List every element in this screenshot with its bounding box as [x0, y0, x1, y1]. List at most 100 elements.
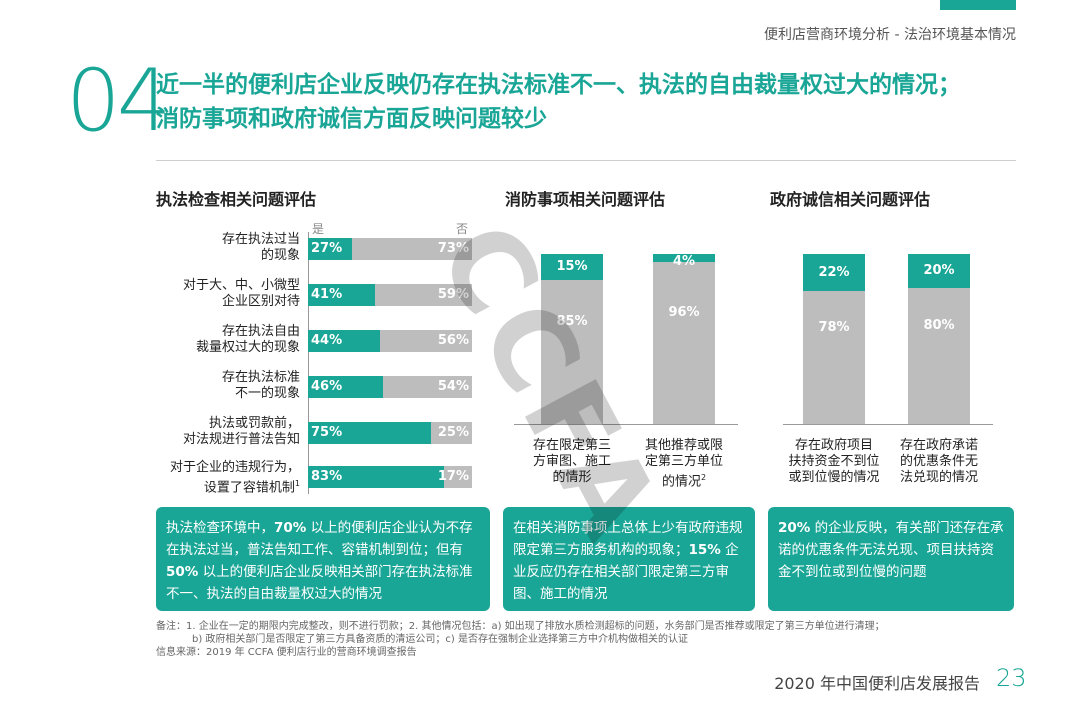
bar-category-line: 法兑现的情况 — [899, 470, 978, 485]
hbar-category-label: 存在执法标准 不一的现象 — [150, 370, 300, 402]
hbar-no-label: 54% — [437, 379, 469, 394]
stacked-bar: 22% 78% — [803, 254, 865, 424]
box2-highlight: 15% — [688, 542, 721, 558]
summary-box-integrity: 20% 的企业反映，有关部门还存在承诺的优惠条件无法兑现、项目扶持资金不到位或到… — [768, 507, 1014, 611]
bar-category-line: 的情形 — [552, 470, 592, 485]
bar-category-line: 的情况2 — [661, 473, 707, 490]
footnotes: 备注：1. 企业在一定的期限内完成整改，则不进行罚款；2. 其他情况包括：a) … — [156, 620, 885, 659]
bar-yes-label: 20% — [923, 263, 955, 278]
bar-yes-segment — [541, 254, 603, 280]
stacked-bar: 20% 80% — [908, 254, 970, 424]
bar-no-label: 80% — [923, 318, 955, 333]
hbar-category-line: 存在执法自由 — [221, 324, 300, 339]
hbar-yes-label: 83% — [311, 469, 343, 484]
hbar-category-label: 对于大、中、小微型 企业区别对待 — [150, 278, 300, 310]
hbar-yes-segment — [308, 422, 431, 444]
hbar-category-label: 执法或罚款前， 对法规进行普法告知 — [150, 416, 300, 448]
bar-category-line: 的优惠条件无 — [899, 454, 978, 469]
section-note: 便利店营商环境分析 - 法治环境基本情况 — [764, 27, 1016, 43]
note-line2: b) 政府相关部门是否限定了第三方具备资质的清运公司；c) 是否存在强制企业选择… — [192, 634, 689, 645]
bar-yes-segment — [908, 254, 970, 288]
hbar-no-label: 73% — [437, 241, 469, 256]
bar-no-label: 85% — [556, 313, 588, 329]
box1-highlight-1: 70% — [274, 520, 307, 536]
hbar-yes-segment — [308, 330, 381, 352]
hbar-category-label: 存在执法过当 的现象 — [150, 232, 300, 264]
box1-highlight-2: 50% — [166, 564, 199, 580]
bar-category-label: 存在政府项目 扶持资金不到位 或到位慢的情况 — [775, 438, 893, 486]
hbar-yes-segment — [308, 466, 445, 488]
page-number: 23 — [996, 664, 1027, 692]
title-divider — [156, 160, 1016, 161]
hbar-row: 存在执法过当 的现象 27% 73% — [150, 232, 472, 264]
stacked-bar: 4% 96% — [653, 254, 715, 424]
hbar-category-line: 裁量权过大的现象 — [195, 340, 300, 355]
hbar-category-line: 对于企业的违规行为， — [169, 460, 300, 475]
chart3-title: 政府诚信相关问题评估 — [770, 190, 931, 209]
hbar-category-line: 对于大、中、小微型 — [182, 278, 300, 293]
bar-no-label: 96% — [668, 305, 700, 320]
bar-no-label: 78% — [818, 319, 850, 335]
box2-text-a: 在相关消防事项上总体上少有政府违规限定第三方服务机构的现象； — [513, 520, 743, 558]
section-number: 04 — [66, 51, 171, 151]
hbar-no-segment: 44% 56% — [308, 330, 472, 352]
box3-highlight: 20% — [778, 520, 811, 536]
hbar-category-line: 不一的现象 — [234, 386, 300, 401]
hbar-row: 对于企业的违规行为， 设置了容错机制1 83% 17% — [150, 460, 472, 495]
bar-yes-segment — [653, 254, 715, 262]
hbar-no-segment: 41% 59% — [308, 284, 472, 306]
summary-box-fire: 在相关消防事项上总体上少有政府违规限定第三方服务机构的现象；15% 企业反应仍存… — [503, 507, 755, 611]
page-title: 近一半的便利店企业反映仍存在执法标准不一、执法的自由裁量权过大的情况； 消防事项… — [156, 68, 1016, 136]
hbar-yes-label: 27% — [311, 241, 343, 256]
hbar-row: 存在执法标准 不一的现象 46% 54% — [150, 370, 472, 402]
hbar-category-line: 设置了容错机制1 — [203, 479, 300, 496]
stacked-bar: 15% 85% — [541, 254, 603, 424]
chart1-title: 执法检查相关问题评估 — [156, 190, 317, 209]
hbar-no-segment: 27% 73% — [308, 238, 472, 260]
hbar-yes-label: 41% — [311, 287, 343, 302]
hbar-category-line: 对法规进行普法告知 — [182, 432, 300, 447]
box3-text-c: 的企业反映，有关部门还存在承诺的优惠条件无法兑现、项目扶持资金不到位或到位慢的问… — [778, 520, 1004, 580]
hbar-yes-segment — [308, 238, 353, 260]
chart1-axis — [308, 232, 309, 494]
source-note: 信息来源：2019 年 CCFA 便利店行业的营商环境调查报告 — [156, 647, 417, 658]
page-title-line1: 近一半的便利店企业反映仍存在执法标准不一、执法的自由裁量权过大的情况； — [156, 72, 961, 98]
note-line1: 备注：1. 企业在一定的期限内完成整改，则不进行罚款；2. 其他情况包括：a) … — [156, 621, 885, 632]
hbar-yes-label: 75% — [311, 425, 343, 440]
hbar-yes-label: 44% — [311, 333, 343, 348]
hbar-category-label: 对于企业的违规行为， 设置了容错机制1 — [150, 460, 300, 496]
hbar-yes-label: 46% — [311, 379, 343, 394]
bar-category-line: 存在限定第三 — [532, 438, 611, 453]
footnote-marker: 1 — [294, 479, 300, 488]
bar-category-label: 存在限定第三 方审图、施工 的情形 — [513, 438, 631, 486]
chart-baseline — [783, 424, 993, 425]
hbar-no-segment: 83% 17% — [308, 466, 472, 488]
bar-category-line: 方审图、施工 — [532, 454, 611, 469]
bar-category-label: 存在政府承诺 的优惠条件无 法兑现的情况 — [880, 438, 998, 486]
hbar-row: 对于大、中、小微型 企业区别对待 41% 59% — [150, 278, 472, 310]
box1-text-e: 以上的便利店企业反映相关部门存在执法标准不一、执法的自由裁量权过大的情况 — [166, 564, 473, 602]
bar-category-line: 或到位慢的情况 — [788, 470, 880, 485]
chart1-legend-no: 否 — [456, 222, 469, 236]
hbar-yes-segment — [308, 376, 384, 398]
box2-text-c: 企业反应仍存在相关部门限定第三方审图、施工的情况 — [513, 542, 739, 602]
report-title: 2020 年中国便利店发展报告 — [774, 674, 980, 693]
hbar-no-label: 59% — [437, 287, 469, 302]
bar-yes-label: 15% — [556, 258, 588, 274]
box1-text-c: 以上的便利店企业认为不存在执法过当，普法告知工作、容错机制到位；但有 — [166, 520, 473, 558]
hbar-no-label: 25% — [437, 425, 469, 440]
bar-category-line: 定第三方单位 — [644, 454, 723, 469]
bar-yes-label: 4% — [672, 254, 696, 269]
hbar-no-label: 17% — [437, 469, 469, 484]
bar-yes-label: 22% — [818, 264, 850, 280]
box1-text-a: 执法检查环境中， — [166, 520, 274, 536]
hbar-no-label: 56% — [437, 333, 469, 348]
footnote-marker: 2 — [700, 473, 707, 482]
hbar-row: 存在执法自由 裁量权过大的现象 44% 56% — [150, 324, 472, 356]
hbar-yes-segment — [308, 284, 376, 306]
hbar-category-line: 存在执法标准 — [221, 370, 300, 385]
bar-yes-segment — [803, 254, 865, 292]
bar-category-line: 其他推荐或限 — [644, 438, 723, 453]
hbar-category-line: 执法或罚款前， — [208, 416, 300, 431]
bar-category-line: 扶持资金不到位 — [788, 454, 880, 469]
